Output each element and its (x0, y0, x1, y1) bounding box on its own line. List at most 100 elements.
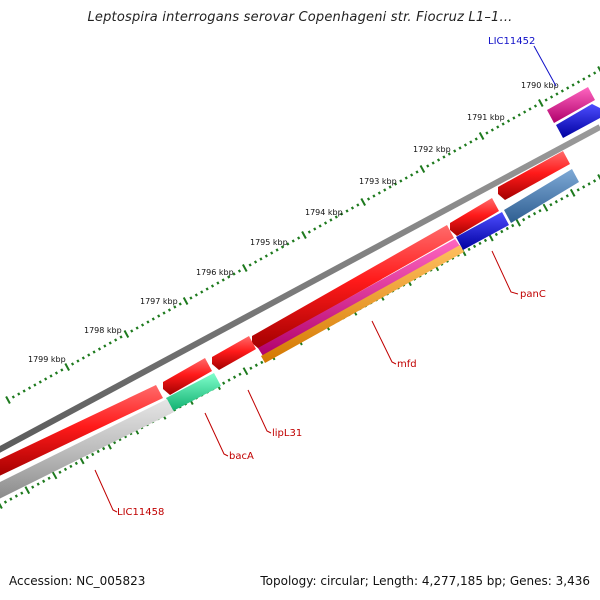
scale-tick (151, 317, 155, 321)
gene-feature[interactable] (252, 225, 454, 349)
scale-tick (222, 381, 226, 385)
scale-tick (505, 226, 509, 231)
scale-tick (485, 131, 489, 135)
gene-feature[interactable] (450, 198, 499, 236)
scale-tick (431, 161, 435, 165)
scale-tick (291, 239, 295, 243)
topology-text: Topology: circular; Length: 4,277,185 bp… (260, 574, 590, 588)
scale-tick (560, 89, 564, 93)
scale-tick (399, 179, 403, 183)
scale-tick (447, 152, 451, 156)
scale-tick (216, 281, 220, 285)
gene-label[interactable]: lipL31 (272, 428, 302, 439)
scale-tick (592, 179, 597, 183)
scale-tick (554, 200, 558, 204)
scale-tick (500, 229, 504, 234)
scale-tick (383, 188, 387, 192)
gene-label[interactable]: LIC11452 (488, 36, 535, 47)
scale-tick (47, 476, 51, 480)
scale-tick (249, 366, 253, 370)
gene-feature[interactable] (498, 151, 570, 200)
scale-tick (3, 500, 8, 504)
scale-tick (178, 302, 182, 306)
scale-tick (297, 236, 301, 240)
scale-tick (60, 368, 64, 372)
kbp-label: 1790 kbp (521, 81, 559, 90)
scale-tick (467, 247, 471, 252)
scale-tick (275, 248, 279, 252)
scale-tick (597, 66, 600, 73)
scale-tick (232, 375, 237, 379)
scale-tick (173, 305, 177, 309)
scale-tick (5, 396, 11, 404)
scale-tick (248, 263, 252, 267)
scale-tick (301, 231, 307, 239)
scale-tick (227, 275, 231, 279)
gene-feature[interactable] (166, 373, 221, 411)
scale-tick (74, 461, 78, 466)
scale-tick (130, 329, 134, 333)
gene-label[interactable]: mfd (397, 359, 417, 370)
gene-feature[interactable] (212, 336, 256, 370)
scale-tick (340, 212, 344, 216)
scale-tick (146, 320, 150, 324)
gene-feature[interactable] (504, 169, 579, 223)
scale-tick (14, 494, 18, 498)
kbp-label: 1798 kbp (84, 326, 122, 335)
gene-label[interactable]: panC (520, 289, 546, 300)
backbone-arc (0, 124, 600, 453)
map-title: Leptospira interrogans serovar Copenhage… (87, 10, 513, 25)
gene-feature[interactable] (0, 399, 174, 500)
scale-tick (33, 383, 37, 387)
callout-line (491, 250, 519, 295)
scale-tick (81, 356, 85, 360)
gene-label[interactable]: bacA (229, 451, 254, 462)
scale-tick (221, 278, 225, 282)
scale-tick (259, 257, 263, 261)
scale-tick (70, 362, 75, 366)
scale-tick (544, 98, 548, 102)
gene-feature[interactable] (456, 212, 509, 250)
scale-tick (442, 155, 446, 159)
scale-tick (238, 372, 242, 376)
scale-tick (242, 367, 249, 376)
scale-tick (483, 238, 488, 243)
gene-feature[interactable] (258, 239, 460, 356)
gene-feature[interactable] (261, 245, 464, 363)
scale-tick (114, 338, 118, 342)
scale-tick (538, 99, 544, 107)
scale-tick (92, 350, 96, 354)
scale-tick (69, 464, 73, 469)
scale-tick (472, 244, 477, 249)
scale-tick (474, 137, 478, 141)
kbp-label: 1791 kbp (467, 113, 505, 122)
scale-tick (76, 359, 80, 363)
gene-labels: LIC11452 panC mfd lipL31 bacA LIC11458 (117, 36, 546, 518)
scale-tick (458, 146, 462, 150)
scale-tick (522, 217, 526, 222)
scale-tick (565, 194, 569, 198)
gene-feature[interactable] (0, 385, 163, 477)
kbp-label: 1794 kbp (305, 208, 343, 217)
gene-feature[interactable] (163, 358, 212, 395)
gene-feature[interactable] (556, 104, 600, 138)
scale-tick (0, 502, 3, 509)
scale-tick (119, 335, 123, 339)
scale-tick (200, 290, 204, 294)
gene-feature[interactable] (547, 87, 595, 123)
scale-tick (58, 470, 62, 474)
reverse-strand-genes (0, 169, 579, 500)
scale-tick (318, 224, 322, 228)
scale-tick (345, 209, 349, 213)
scale-tick (162, 311, 166, 315)
scale-tick (576, 188, 580, 192)
scale-tick (182, 297, 189, 305)
callout-line (371, 320, 397, 365)
scale-tick (356, 203, 360, 207)
scale-tick (512, 116, 516, 120)
scale-tick (11, 395, 15, 399)
callout-line (204, 412, 229, 457)
callout-line (533, 45, 557, 87)
gene-label[interactable]: LIC11458 (117, 507, 164, 518)
